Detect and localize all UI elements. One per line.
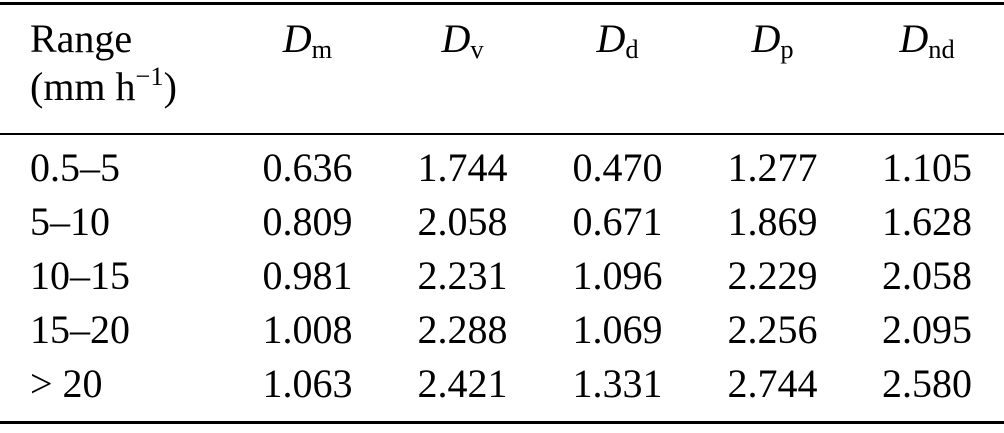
value-cell: 2.256 <box>727 307 818 352</box>
range-cell: 5–10 <box>30 199 110 244</box>
unit-exponent: −1 <box>135 61 164 92</box>
range-cell: 0.5–5 <box>30 145 120 190</box>
value-cell: 1.277 <box>727 145 818 190</box>
range-unit: (mm h−1) <box>30 61 177 109</box>
value-cell: 2.580 <box>882 361 972 406</box>
range-header-label: Range <box>30 16 133 61</box>
value-cell: 1.069 <box>572 307 663 352</box>
column-header-dp: Dp <box>695 3 850 135</box>
rain-rate-diameter-table: Range (mm h−1) Dm Dv Dd Dp Dnd <box>0 2 1004 424</box>
value-cell: 1.331 <box>572 361 663 406</box>
header-row: Range (mm h−1) Dm Dv Dd Dp Dnd <box>0 3 1004 135</box>
value-cell: 1.096 <box>572 253 663 298</box>
column-header-dd: Dd <box>540 3 695 135</box>
table-row: > 20 1.063 2.421 1.331 2.744 2.580 <box>0 357 1004 423</box>
range-cell: > 20 <box>30 361 103 406</box>
value-cell: 0.981 <box>262 253 353 298</box>
column-header-dnd: Dnd <box>850 3 1004 135</box>
value-cell: 0.671 <box>572 199 663 244</box>
value-cell: 1.744 <box>417 145 508 190</box>
table-row: 0.5–5 0.636 1.744 0.470 1.277 1.105 <box>0 134 1004 195</box>
table-row: 15–20 1.008 2.288 1.069 2.256 2.095 <box>0 303 1004 357</box>
column-header-dm: Dm <box>230 3 385 135</box>
column-header-dv: Dv <box>385 3 540 135</box>
value-cell: 1.105 <box>882 145 972 190</box>
value-cell: 1.869 <box>727 199 818 244</box>
value-cell: 2.744 <box>727 361 818 406</box>
value-cell: 2.421 <box>417 361 508 406</box>
value-cell: 0.809 <box>262 199 353 244</box>
range-cell: 15–20 <box>30 307 130 352</box>
range-cell: 10–15 <box>30 253 130 298</box>
value-cell: 2.095 <box>882 307 972 352</box>
range-column-header: Range (mm h−1) <box>0 3 230 135</box>
value-cell: 2.288 <box>417 307 508 352</box>
value-cell: 0.636 <box>262 145 353 190</box>
value-cell: 0.470 <box>572 145 663 190</box>
value-cell: 1.628 <box>882 199 972 244</box>
table-row: 10–15 0.981 2.231 1.096 2.229 2.058 <box>0 249 1004 303</box>
value-cell: 2.058 <box>417 199 508 244</box>
value-cell: 2.229 <box>727 253 818 298</box>
value-cell: 1.008 <box>262 307 353 352</box>
value-cell: 1.063 <box>262 361 353 406</box>
table-row: 5–10 0.809 2.058 0.671 1.869 1.628 <box>0 195 1004 249</box>
value-cell: 2.058 <box>882 253 972 298</box>
value-cell: 2.231 <box>417 253 508 298</box>
